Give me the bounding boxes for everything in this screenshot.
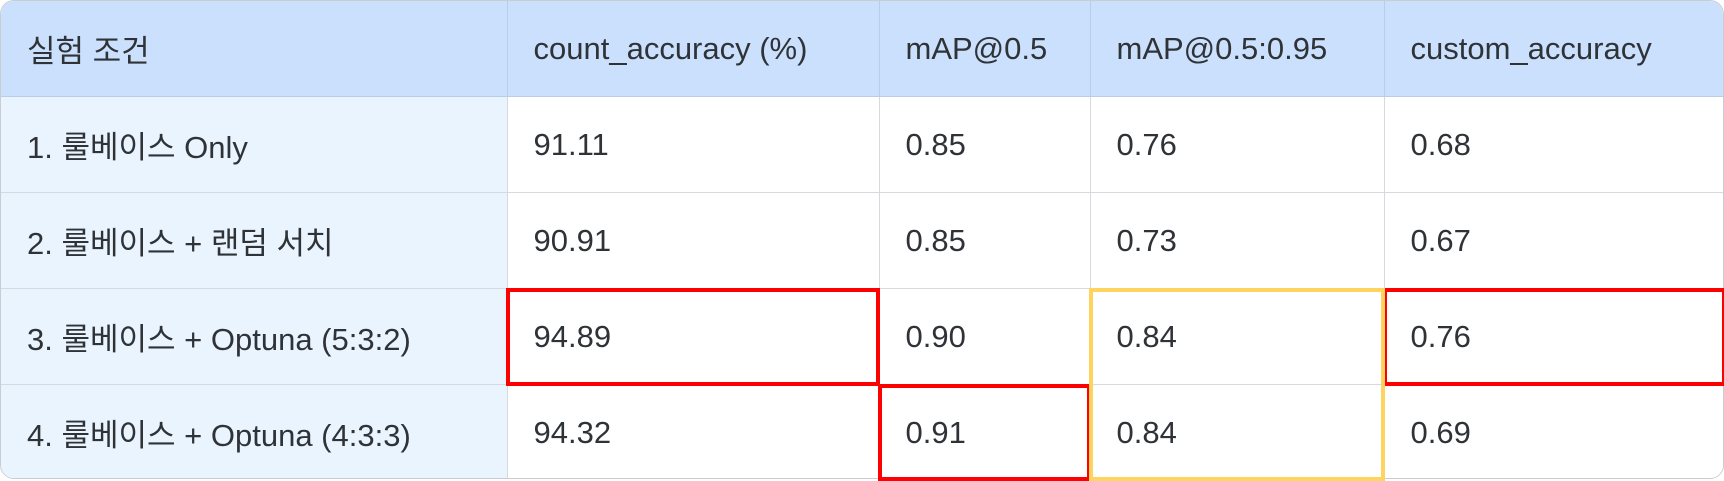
cell-map50-95: 0.84 <box>1090 289 1384 385</box>
header-row: 실험 조건 count_accuracy (%) mAP@0.5 mAP@0.5… <box>1 1 1724 97</box>
cell-map50: 0.90 <box>879 289 1090 385</box>
cell-map50: 0.85 <box>879 97 1090 193</box>
cell-map50-95: 0.84 <box>1090 385 1384 480</box>
header-map50: mAP@0.5 <box>879 1 1090 97</box>
cell-condition: 4. 룰베이스 + Optuna (4:3:3) <box>1 385 507 480</box>
cell-custom-accuracy: 0.67 <box>1384 193 1724 289</box>
cell-map50: 0.91 <box>879 385 1090 480</box>
cell-count-accuracy: 94.89 <box>507 289 879 385</box>
cell-map50-95: 0.73 <box>1090 193 1384 289</box>
header-map50-95: mAP@0.5:0.95 <box>1090 1 1384 97</box>
cell-count-accuracy: 90.91 <box>507 193 879 289</box>
cell-condition: 3. 룰베이스 + Optuna (5:3:2) <box>1 289 507 385</box>
cell-condition: 1. 룰베이스 Only <box>1 97 507 193</box>
header-custom-accuracy: custom_accuracy <box>1384 1 1724 97</box>
cell-custom-accuracy: 0.76 <box>1384 289 1724 385</box>
cell-custom-accuracy: 0.68 <box>1384 97 1724 193</box>
header-count-accuracy: count_accuracy (%) <box>507 1 879 97</box>
header-condition: 실험 조건 <box>1 1 507 97</box>
cell-custom-accuracy: 0.69 <box>1384 385 1724 480</box>
cell-count-accuracy: 91.11 <box>507 97 879 193</box>
cell-condition: 2. 룰베이스 + 랜덤 서치 <box>1 193 507 289</box>
cell-map50: 0.85 <box>879 193 1090 289</box>
cell-count-accuracy: 94.32 <box>507 385 879 480</box>
cell-map50-95: 0.76 <box>1090 97 1384 193</box>
